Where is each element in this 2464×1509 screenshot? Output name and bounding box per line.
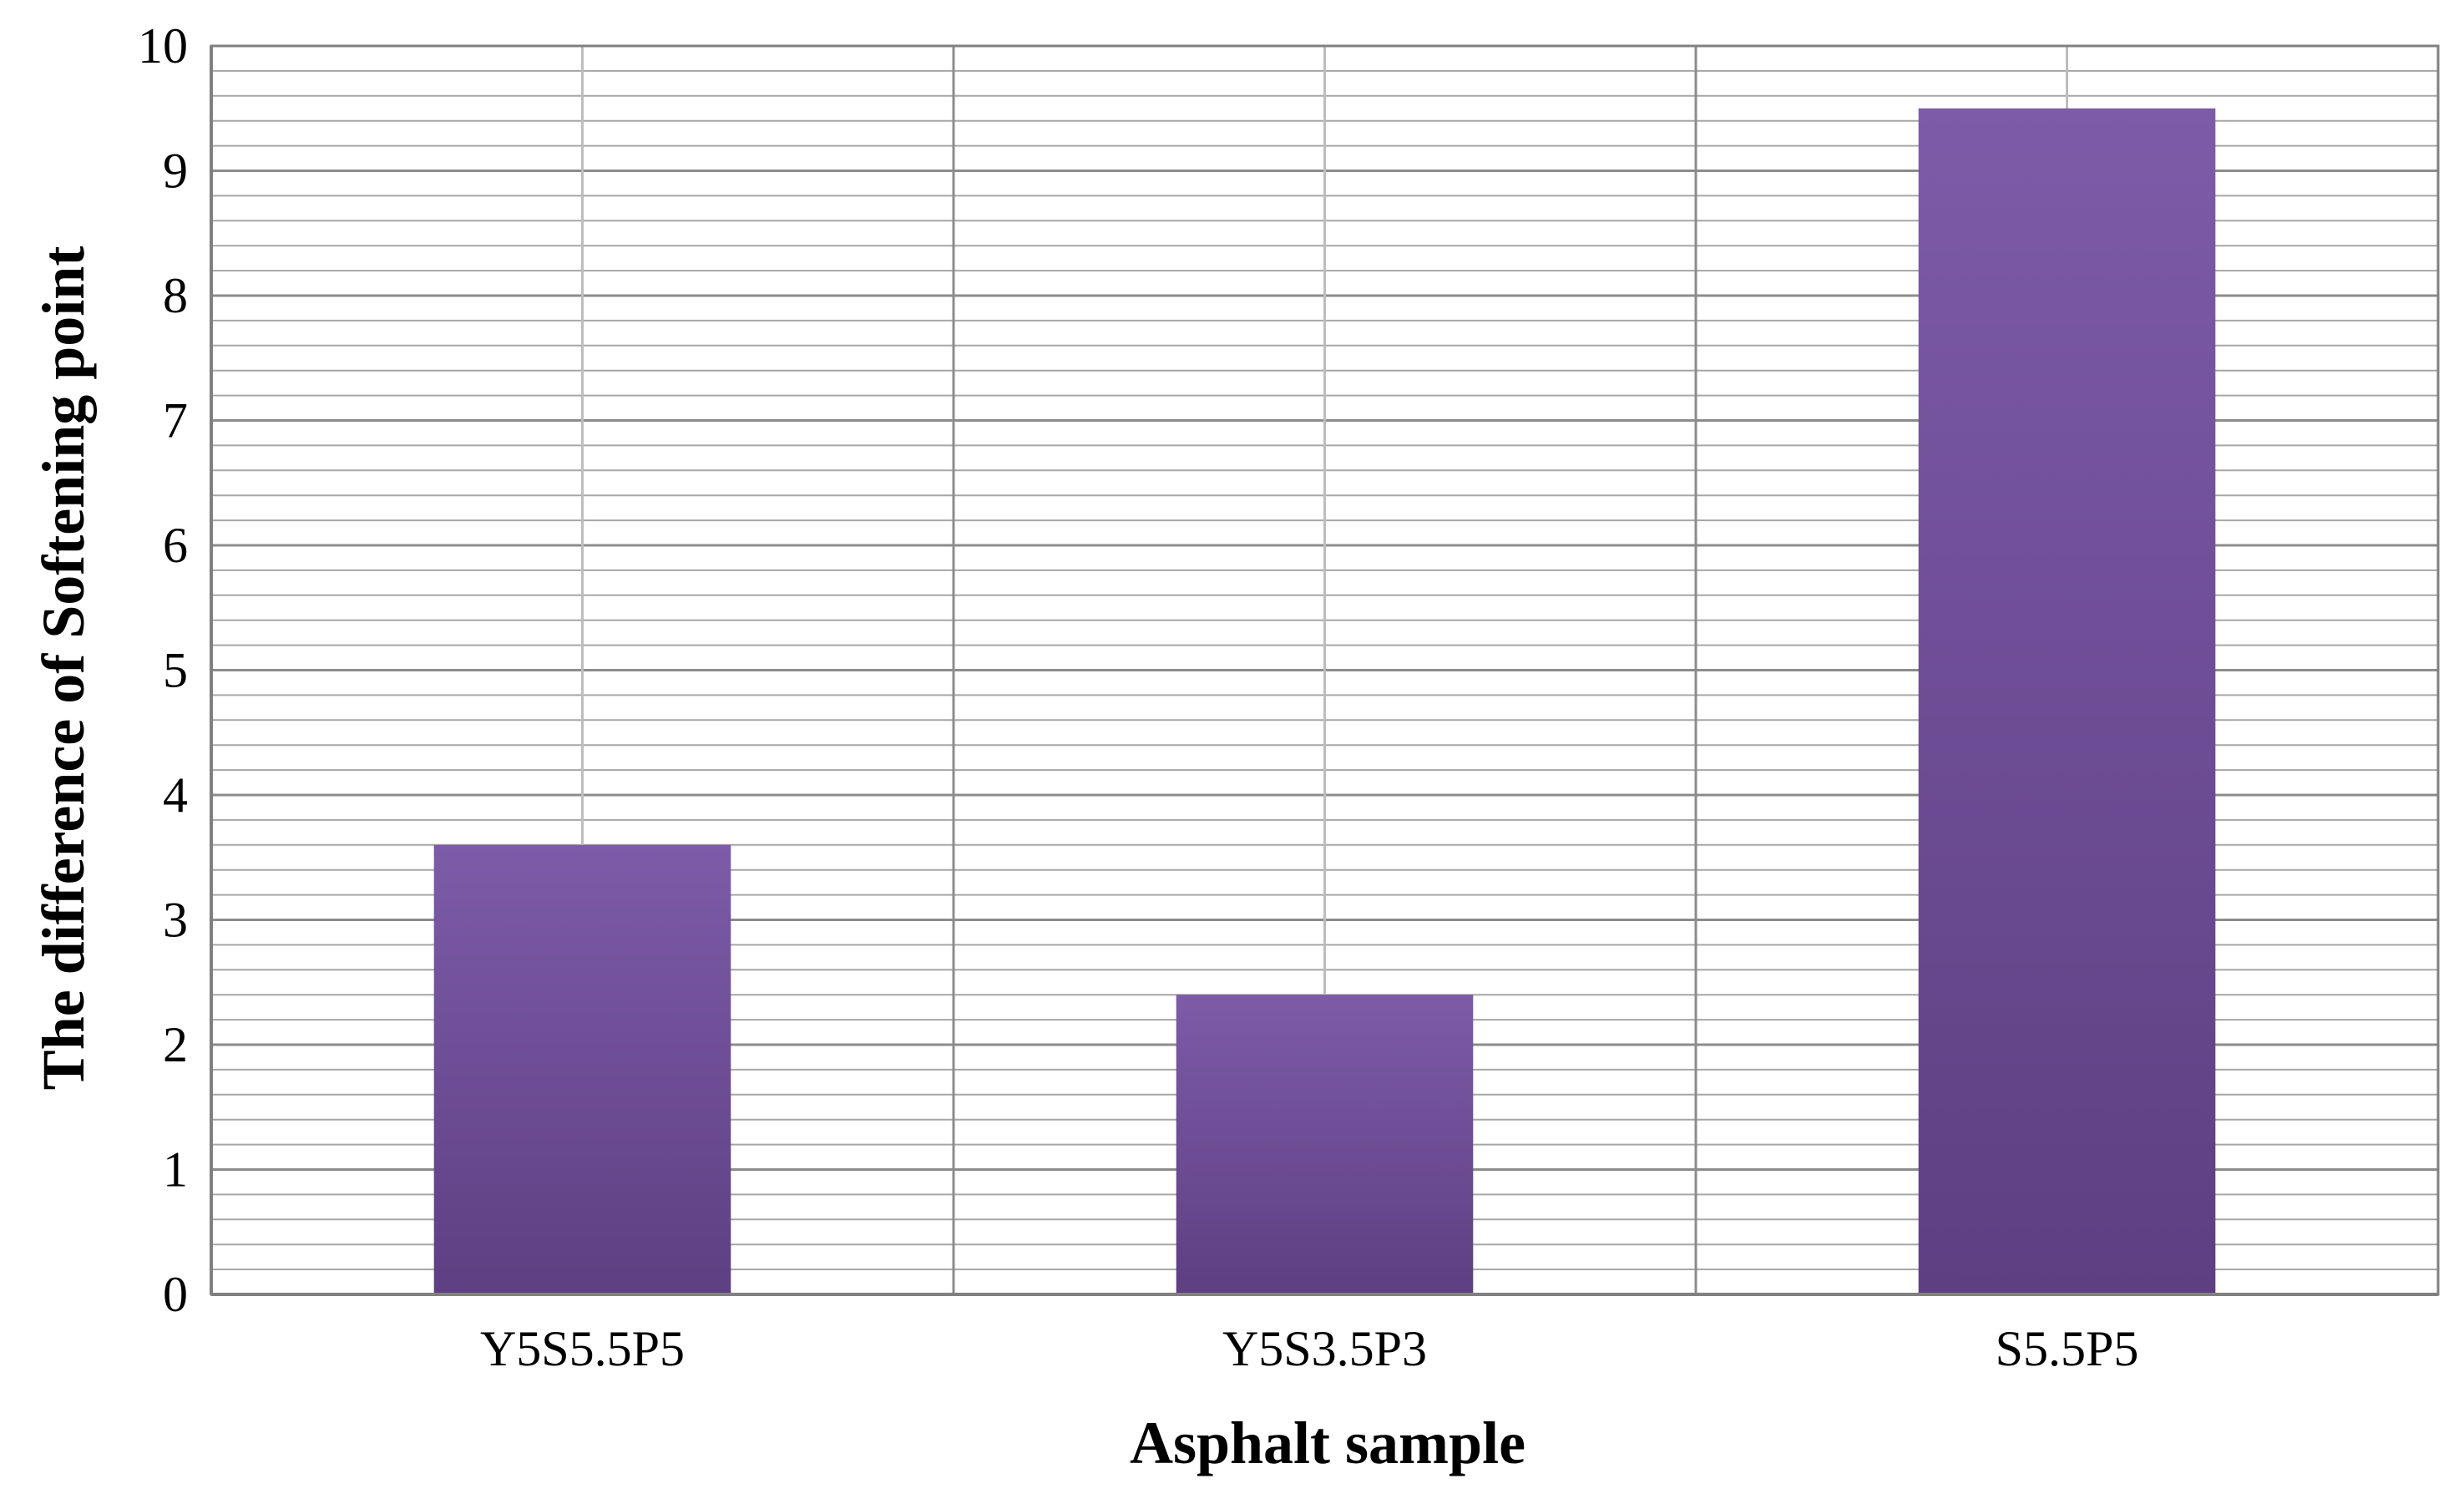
y-tick-label: 4 <box>163 767 188 823</box>
bars <box>433 108 2216 1294</box>
y-tick-label: 1 <box>163 1142 188 1198</box>
bar-s5-5p5 <box>1918 108 2216 1294</box>
y-tick-label: 5 <box>163 643 188 698</box>
y-tick-label: 2 <box>163 1017 188 1072</box>
bar-y5s5-5p5 <box>433 844 731 1294</box>
y-tick-label: 8 <box>163 268 188 323</box>
y-tick-label: 10 <box>138 18 188 73</box>
x-tick-label: S5.5P5 <box>1996 1321 2139 1376</box>
labels: 0 1 2 3 4 5 6 7 8 9 10 Y5S5.5P5 Y5S3.5P3 S5.5P5 <box>138 18 2138 1376</box>
y-tick-label: 9 <box>163 144 188 199</box>
x-tick-label: Y5S5.5P5 <box>480 1321 685 1376</box>
x-axis-title: Asphalt sample <box>1130 1410 1525 1476</box>
y-tick-label: 0 <box>163 1267 188 1322</box>
axes <box>210 44 2440 1296</box>
bar-y5s3-5p3 <box>1176 995 1474 1294</box>
y-tick-label: 6 <box>163 518 188 573</box>
x-tick-label: Y5S3.5P3 <box>1222 1321 1427 1376</box>
y-tick-label: 7 <box>163 393 188 448</box>
y-tick-label: 3 <box>163 893 188 948</box>
y-axis-title: The difference of Softening point <box>30 246 97 1091</box>
